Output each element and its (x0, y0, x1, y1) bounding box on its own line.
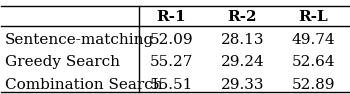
Text: 55.27: 55.27 (150, 55, 193, 69)
Text: 52.64: 52.64 (291, 55, 335, 69)
Text: 29.33: 29.33 (220, 78, 264, 92)
Text: 52.89: 52.89 (292, 78, 335, 92)
Text: 29.24: 29.24 (220, 55, 264, 69)
Text: R-L: R-L (298, 10, 328, 24)
Text: Sentence-matching: Sentence-matching (5, 33, 154, 47)
Text: 55.51: 55.51 (150, 78, 193, 92)
Text: R-2: R-2 (228, 10, 257, 24)
Text: 52.09: 52.09 (150, 33, 193, 47)
Text: 49.74: 49.74 (291, 33, 335, 47)
Text: R-1: R-1 (157, 10, 186, 24)
Text: Combination Search: Combination Search (5, 78, 162, 92)
Text: 28.13: 28.13 (220, 33, 264, 47)
Text: Greedy Search: Greedy Search (5, 55, 120, 69)
